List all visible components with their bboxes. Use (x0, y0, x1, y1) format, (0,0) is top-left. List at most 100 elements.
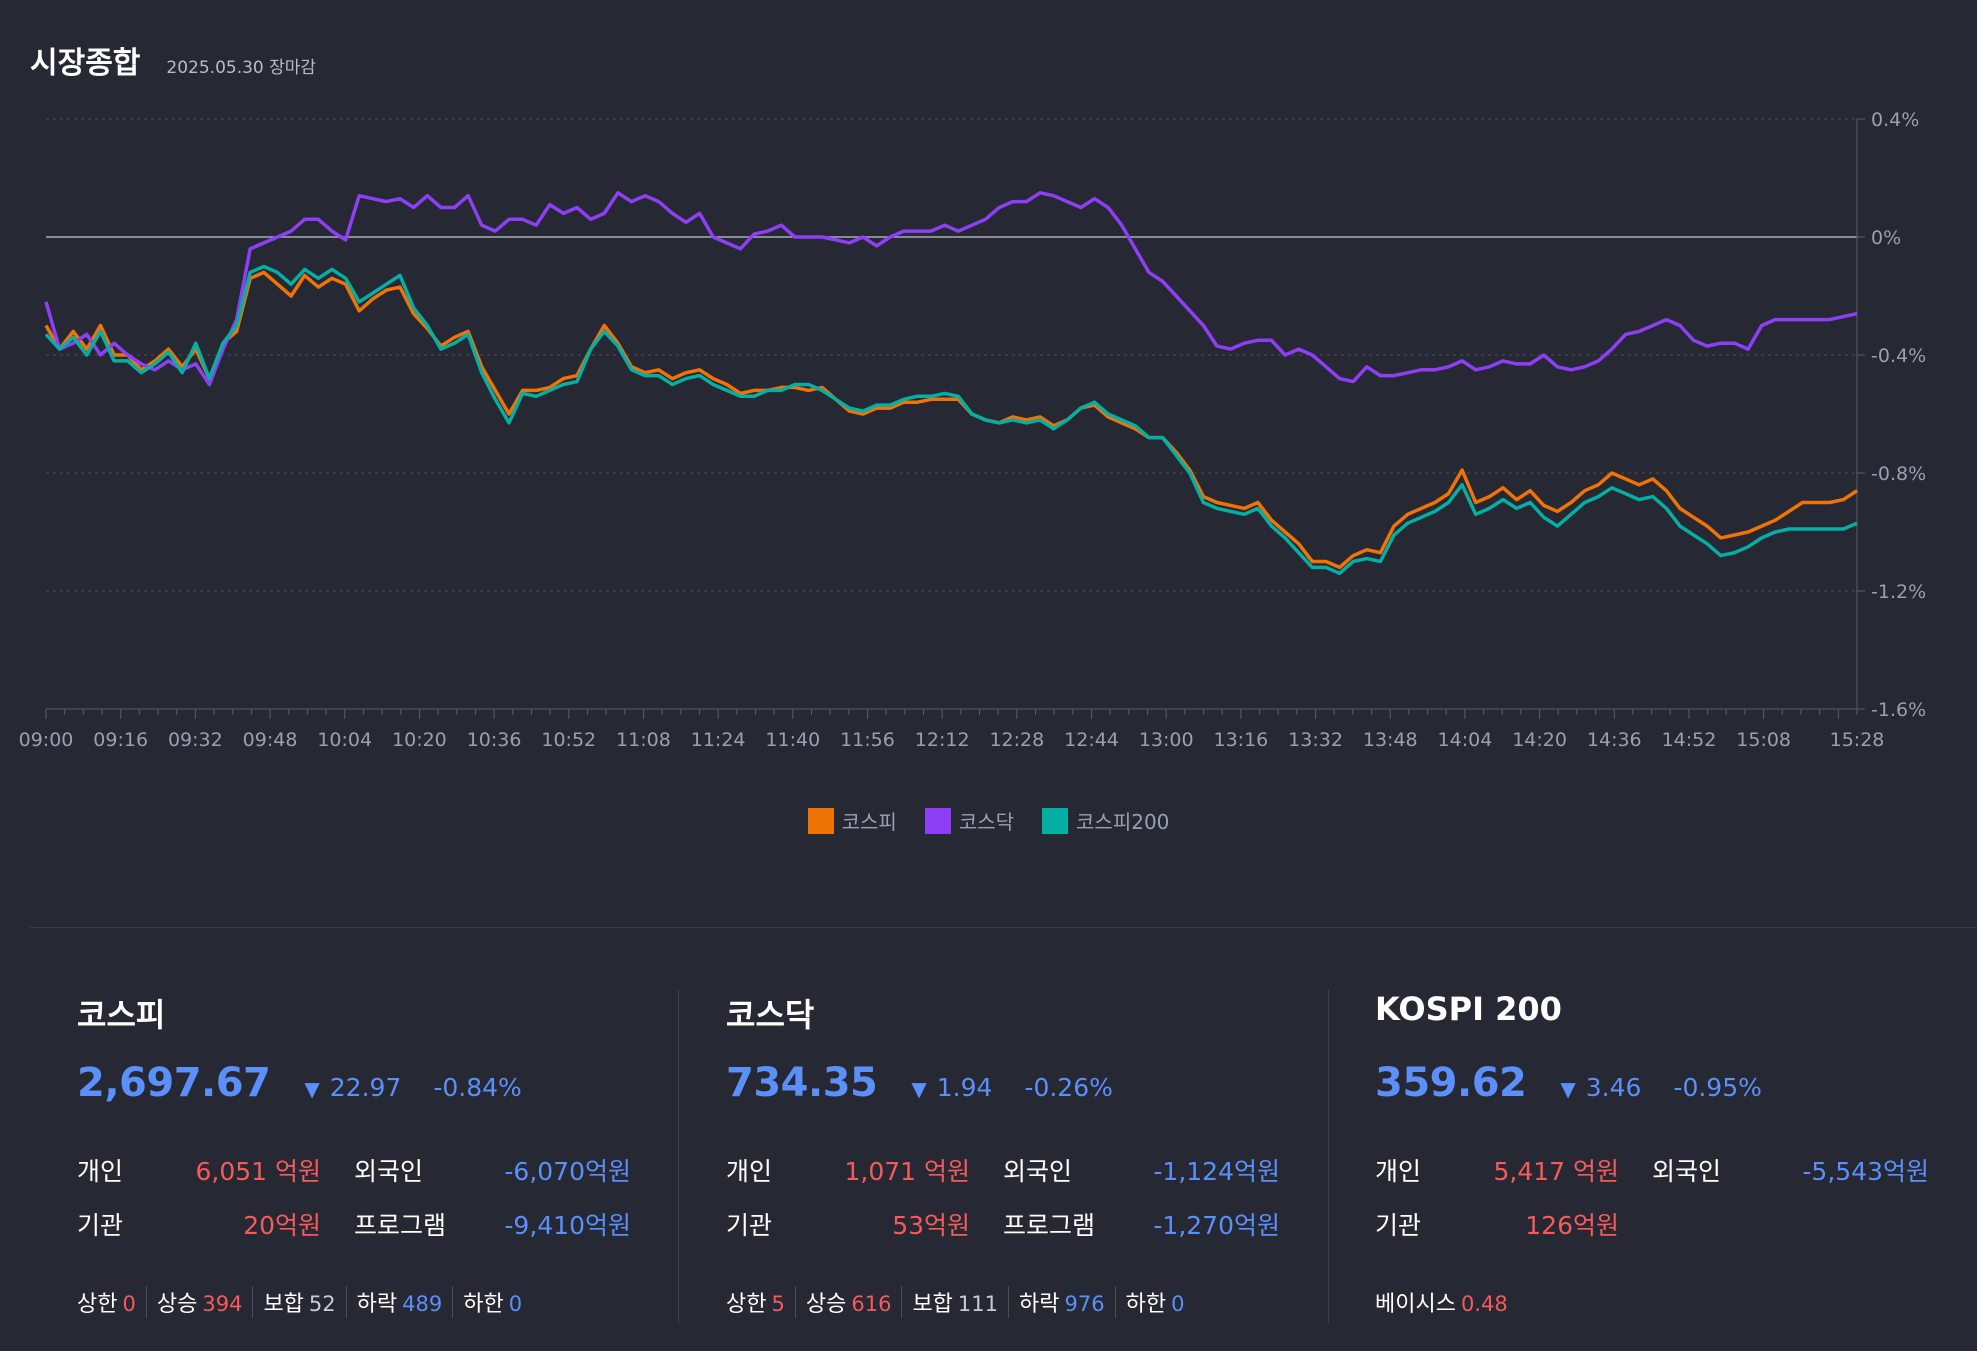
stat-item: 상한 0 (77, 1286, 146, 1318)
stat-item: 베이시스 0.48 (1375, 1286, 1518, 1318)
x-tick-label: 11:40 (765, 729, 820, 751)
x-tick-label: 13:32 (1288, 729, 1343, 751)
x-tick-label: 09:32 (168, 729, 223, 751)
investor-label: 개인 (77, 1157, 124, 1186)
x-tick-label: 13:00 (1139, 729, 1194, 751)
advance-decline-stats: 상한 0 상승 394 보합 52 하락 489 하한 0 (77, 1286, 532, 1318)
stat-value: 0.48 (1460, 1292, 1508, 1316)
x-tick-label: 15:28 (1830, 729, 1885, 751)
investor-value: 20억원 (243, 1211, 321, 1240)
panel-separator (1328, 990, 1329, 1323)
stat-value: 394 (202, 1292, 243, 1316)
page-subtitle: 2025.05.30 장마감 (166, 58, 317, 78)
advance-decline-stats: 베이시스 0.48 (1375, 1286, 1518, 1318)
stat-item: 보합 111 (901, 1286, 1008, 1318)
index-line-chart: 0.4% 0% -0.4% -0.8% -1.2% -1.6% 09:00 09:16 09:3… (19, 109, 1927, 751)
index-panels: 코스피 2,697.67 ▼ 22.97 -0.84% 개인 6,051 억원 외국인 -6,0… (0, 990, 1977, 1351)
investor-label: 외국인 (1652, 1157, 1722, 1186)
investor-label: 외국인 (1003, 1157, 1073, 1186)
x-tick-label: 11:08 (616, 729, 671, 751)
stat-value: 52 (308, 1292, 336, 1316)
x-tick-label: 14:04 (1438, 729, 1493, 751)
stat-item: 하한 0 (452, 1286, 532, 1318)
stat-label: 하한 (463, 1292, 504, 1317)
index-value: 734.35 (726, 1060, 878, 1106)
x-tick-label: 14:52 (1662, 729, 1717, 751)
x-tick-label: 09:00 (19, 729, 74, 751)
investor-label: 개인 (726, 1157, 773, 1186)
investor-label: 기관 (77, 1211, 124, 1240)
investor-value: -1,270억원 (1153, 1211, 1280, 1240)
stat-label: 하한 (1125, 1292, 1167, 1317)
series-line-kospi (44, 270, 1858, 570)
advance-decline-stats: 상한 5 상승 616 보합 111 하락 976 하한 0 (726, 1286, 1194, 1318)
index-name: KOSPI 200 (1375, 990, 1562, 1028)
stat-item: 보합 52 (252, 1286, 345, 1318)
investor-value: 53억원 (892, 1211, 970, 1240)
stat-item: 상한 5 (726, 1286, 795, 1318)
legend-item[interactable]: 코스피 (807, 806, 897, 835)
x-tick-label: 12:12 (915, 729, 970, 751)
legend-swatch (807, 807, 834, 834)
stat-value: 5 (771, 1292, 785, 1316)
index-change-pct: -0.84% (433, 1073, 522, 1102)
investor-flow: 개인 6,051 억원 외국인 -6,070억원 기관 20억원 프로그램 -9,410억원 (77, 1152, 677, 1262)
x-tick-label: 14:20 (1512, 729, 1567, 751)
stat-item: 하한 0 (1114, 1286, 1195, 1318)
investor-value: 6,051 억원 (195, 1157, 321, 1186)
stat-item: 상승 616 (794, 1286, 902, 1318)
index-quote: 2,697.67 ▼ 22.97 -0.84% (77, 1060, 677, 1106)
x-tick-label: 12:44 (1064, 729, 1119, 751)
investor-label: 기관 (1375, 1211, 1422, 1240)
legend-label: 코스피200 (1076, 810, 1170, 834)
x-tick-label: 13:48 (1363, 729, 1418, 751)
stat-label: 상승 (805, 1292, 847, 1317)
y-tick-label: -1.2% (1871, 581, 1926, 603)
investor-value: 1,071 억원 (844, 1157, 970, 1186)
legend-item[interactable]: 코스닥 (924, 806, 1015, 835)
index-quote: 734.35 ▼ 1.94 -0.26% (726, 1060, 1326, 1106)
header: 시장종합 2025.05.30 장마감 (30, 38, 316, 82)
stat-label: 상한 (726, 1292, 767, 1317)
legend-label: 코스피 (841, 810, 897, 834)
page-title: 시장종합 (30, 46, 141, 81)
investor-label: 프로그램 (354, 1211, 447, 1240)
x-tick-label: 09:48 (243, 729, 298, 751)
x-tick-label: 14:36 (1587, 729, 1642, 751)
section-divider (30, 927, 1977, 928)
investor-value: 5,417 억원 (1493, 1157, 1619, 1186)
down-arrow-icon: ▼ (1560, 1077, 1576, 1101)
investor-value: -9,410억원 (504, 1211, 631, 1240)
x-tick-label: 10:04 (317, 729, 372, 751)
index-panel: 코스피 2,697.67 ▼ 22.97 -0.84% 개인 6,051 억원 외국인 -6,0… (77, 990, 677, 1318)
y-tick-label: 0% (1871, 227, 1901, 249)
index-value: 2,697.67 (77, 1060, 271, 1106)
stat-value: 0 (508, 1292, 523, 1316)
index-change: 1.94 (936, 1073, 993, 1102)
stat-label: 하락 (1019, 1292, 1060, 1317)
x-tick-label: 10:20 (392, 729, 447, 751)
x-tick-label: 13:16 (1214, 729, 1269, 751)
chart-legend: 코스피 코스닥 코스피200 (0, 806, 1977, 835)
stat-value: 111 (957, 1292, 999, 1316)
stat-label: 상한 (77, 1292, 118, 1317)
index-panel: 코스닥 734.35 ▼ 1.94 -0.26% 개인 1,071 억원 외국인 -1,124억… (726, 990, 1326, 1318)
index-change-pct: -0.95% (1673, 1073, 1762, 1102)
index-change: 22.97 (329, 1073, 402, 1102)
index-change: 3.46 (1585, 1073, 1642, 1102)
stat-label: 보합 (912, 1292, 953, 1317)
series-line-kosdaq (44, 191, 1858, 387)
legend-swatch (1042, 807, 1069, 834)
investor-value: -6,070억원 (504, 1157, 631, 1186)
investor-value: -1,124억원 (1153, 1157, 1280, 1186)
chart-area: 0.4% 0% -0.4% -0.8% -1.2% -1.6% 09:00 09:16 09:3… (0, 90, 1977, 770)
index-change-pct: -0.26% (1024, 1073, 1113, 1102)
legend-swatch (924, 807, 951, 834)
y-tick-label: 0.4% (1871, 109, 1919, 131)
x-tick-label: 11:24 (691, 729, 746, 751)
legend-label: 코스닥 (958, 810, 1015, 834)
legend-item[interactable]: 코스피200 (1042, 806, 1169, 835)
stat-value: 616 (851, 1292, 892, 1316)
stat-item: 하락 976 (1008, 1286, 1115, 1318)
x-tick-label: 10:52 (541, 729, 596, 751)
